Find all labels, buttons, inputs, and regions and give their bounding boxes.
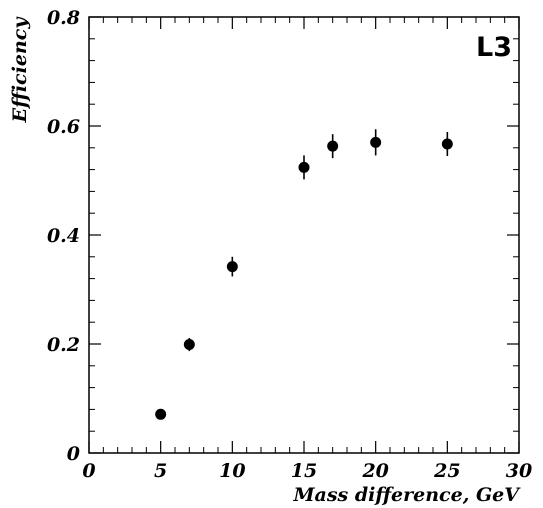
x-axis-label: Mass difference, GeV bbox=[292, 484, 521, 506]
x-tick-label: 15 bbox=[291, 460, 317, 482]
x-tick-label: 0 bbox=[82, 460, 95, 482]
x-tick-label: 30 bbox=[506, 460, 532, 482]
l3-badge: L3 bbox=[476, 32, 512, 63]
x-tick-label: 10 bbox=[219, 460, 245, 482]
data-point bbox=[155, 408, 167, 420]
data-point bbox=[183, 339, 195, 351]
data-point bbox=[441, 138, 453, 150]
y-tick-label: 0.6 bbox=[47, 116, 80, 138]
x-tick-label: 20 bbox=[361, 460, 388, 482]
x-tick-label: 25 bbox=[433, 460, 460, 482]
y-axis-label: Efficiency bbox=[9, 16, 31, 124]
y-tick-label: 0.2 bbox=[47, 334, 80, 356]
x-tick-label: 5 bbox=[154, 460, 167, 482]
y-tick-label: 0 bbox=[67, 443, 80, 465]
data-point bbox=[298, 161, 310, 173]
y-axis: 0 0.2 0.4 0.6 0.8 bbox=[47, 7, 519, 465]
data-points bbox=[155, 129, 453, 420]
x-axis: 0 5 10 15 20 25 30 bbox=[82, 17, 532, 482]
y-tick-label: 0.4 bbox=[47, 225, 80, 247]
data-point bbox=[226, 261, 238, 273]
data-point bbox=[327, 140, 339, 152]
y-tick-label: 0.8 bbox=[47, 7, 80, 29]
data-point bbox=[370, 136, 382, 148]
plot-frame bbox=[88, 16, 520, 454]
